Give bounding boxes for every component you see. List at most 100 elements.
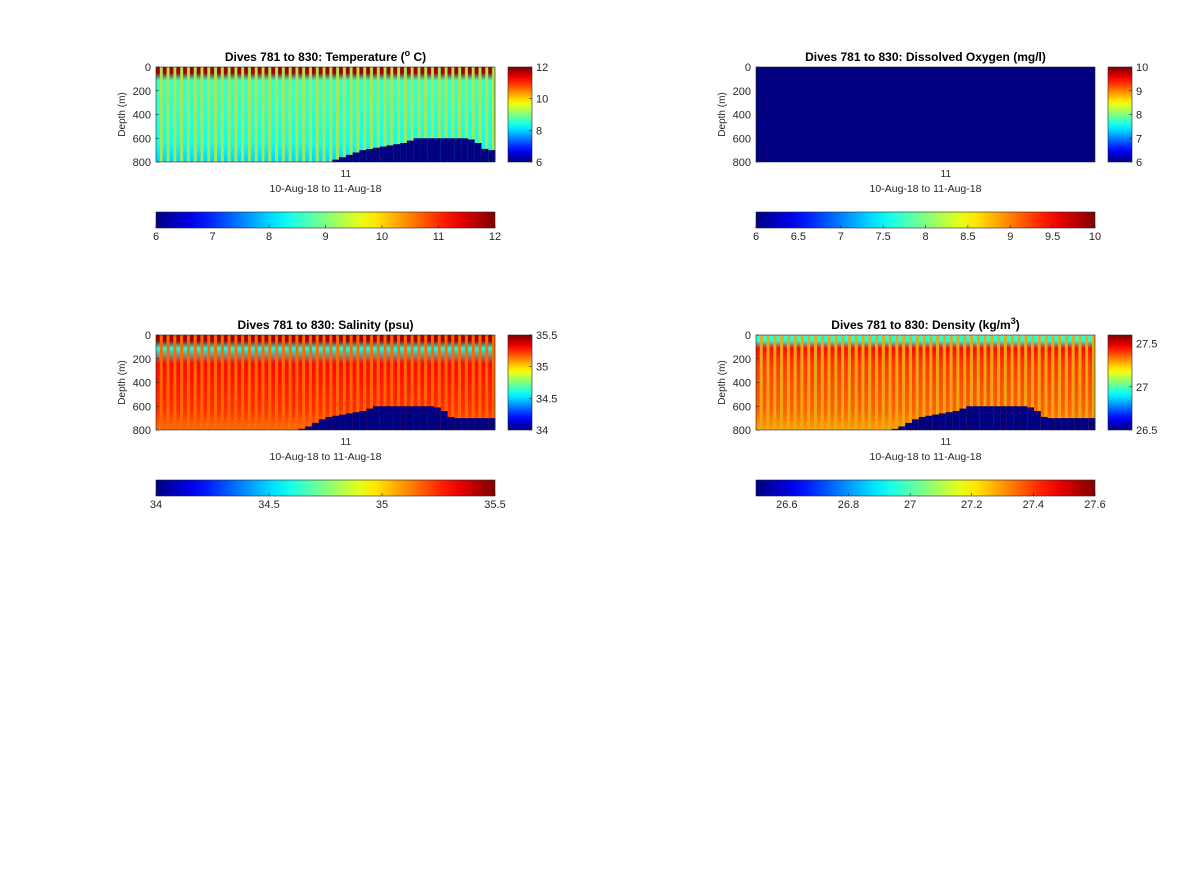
- dive-profile: [359, 335, 364, 430]
- seafloor-cell: [1067, 418, 1076, 430]
- dive-gap: [834, 335, 838, 430]
- seafloor-cell: [339, 414, 347, 430]
- dive-profile: [393, 335, 398, 430]
- seafloor-cell: [1047, 418, 1055, 430]
- dive-profile: [257, 335, 262, 430]
- seafloor-cell: [393, 144, 401, 162]
- seafloor-cell: [447, 416, 455, 430]
- seafloor-cell: [1061, 418, 1069, 430]
- dive-profile: [250, 335, 255, 430]
- dive-gap: [417, 67, 421, 162]
- dive-profile: [325, 67, 330, 162]
- dive-profile: [217, 335, 222, 430]
- seafloor-cell: [433, 138, 442, 162]
- seafloor-cell: [891, 428, 899, 430]
- dive-profile: [189, 335, 194, 430]
- bottom-colorbar-label: 7.5: [875, 231, 890, 243]
- dive-profile: [318, 67, 323, 162]
- dive-profile: [196, 67, 201, 162]
- dive-profile: [467, 335, 472, 430]
- dive-gap: [315, 335, 320, 430]
- seafloor-cell: [372, 147, 381, 162]
- dive-gap: [424, 67, 428, 162]
- dive-profile: [1033, 335, 1039, 430]
- dive-profile: [952, 335, 957, 430]
- dive-gap: [254, 335, 258, 430]
- bottom-colorbar: [755, 479, 1096, 497]
- dive-gap: [902, 335, 906, 430]
- seafloor-cell: [427, 406, 435, 430]
- x-tick-label: 11: [341, 169, 352, 180]
- x-axis-label: 10-Aug-18 to 11-Aug-18: [270, 451, 382, 463]
- seafloor-cell: [413, 138, 421, 162]
- dive-profile: [461, 335, 466, 430]
- seafloor-cell: [332, 159, 340, 162]
- dive-gap: [390, 335, 394, 430]
- y-tick-label: 600: [733, 401, 751, 413]
- dive-profile: [447, 335, 452, 430]
- dive-profile: [271, 67, 276, 162]
- dive-profile: [1027, 335, 1032, 430]
- dive-gap: [922, 335, 926, 430]
- dive-gap: [274, 335, 279, 430]
- seafloor-cell: [305, 426, 313, 430]
- dive-gap: [166, 335, 170, 430]
- seafloor-cell: [461, 138, 469, 162]
- dive-profile: [803, 335, 808, 430]
- side-colorbar-label: 9: [1136, 86, 1142, 98]
- dive-gap: [193, 335, 197, 430]
- side-colorbar-label: 27.5: [1136, 339, 1157, 351]
- dive-profile: [298, 67, 303, 162]
- y-tick-label: 0: [745, 62, 751, 74]
- bottom-colorbar-label: 27.2: [961, 499, 982, 511]
- panel-density: 0 200 400 600 800 Depth (m) 11 10-Aug-18 to 11-…: [600, 268, 1200, 553]
- y-tick-label: 400: [133, 110, 151, 122]
- side-colorbar-label: 35.5: [536, 330, 557, 342]
- x-axis-label: 10-Aug-18 to 11-Aug-18: [870, 183, 982, 195]
- seafloor-cell: [359, 411, 367, 430]
- dive-profile: [1047, 335, 1052, 430]
- dive-gap: [444, 335, 448, 430]
- dive-gap: [200, 335, 204, 430]
- bottom-colorbar-label: 6: [153, 231, 159, 243]
- dive-gap: [295, 67, 299, 162]
- dive-gap: [491, 67, 496, 162]
- seafloor-cell: [1027, 407, 1035, 430]
- dive-profile: [278, 335, 283, 430]
- heatmap-field: [756, 67, 1095, 162]
- bottom-colorbar-label: 8.5: [960, 231, 975, 243]
- y-tick-label: 800: [133, 157, 151, 169]
- dive-gap: [261, 335, 265, 430]
- dive-gap: [1024, 335, 1028, 430]
- dive-profile: [210, 67, 215, 162]
- dive-gap: [200, 67, 204, 162]
- dive-profile: [1067, 335, 1072, 430]
- dive-gap: [247, 67, 252, 162]
- seafloor-cell: [366, 408, 374, 430]
- side-colorbar: [1107, 334, 1133, 431]
- dive-gap: [766, 335, 770, 430]
- dive-profile: [305, 67, 310, 162]
- dive-profile: [823, 335, 828, 430]
- seafloor-cell: [481, 148, 489, 162]
- dive-gap: [1003, 335, 1008, 430]
- bottom-colorbar-label: 27.6: [1084, 499, 1105, 511]
- dive-gap: [376, 335, 381, 430]
- bottom-colorbar-label: 10: [1089, 231, 1101, 243]
- dive-profile: [237, 67, 242, 162]
- dive-profile: [264, 335, 269, 430]
- heatmap: [756, 335, 1096, 430]
- dive-gap: [220, 335, 225, 430]
- dive-gap: [793, 335, 797, 430]
- chart-title: Dives 781 to 830: Density (kg/m3): [831, 316, 1019, 332]
- dive-profile: [264, 67, 269, 162]
- dive-profile: [959, 335, 964, 430]
- dive-profile: [203, 335, 208, 430]
- dive-gap: [485, 335, 489, 430]
- seafloor-cell: [1054, 418, 1062, 430]
- dive-gap: [841, 335, 845, 430]
- seafloor-cell: [467, 418, 476, 430]
- panel-dissolved-oxygen: 0 200 400 600 800 Depth (m) 11 10-Aug-18 to 11-…: [600, 0, 1200, 285]
- seafloor-cell: [474, 418, 482, 430]
- dive-gap: [471, 67, 475, 162]
